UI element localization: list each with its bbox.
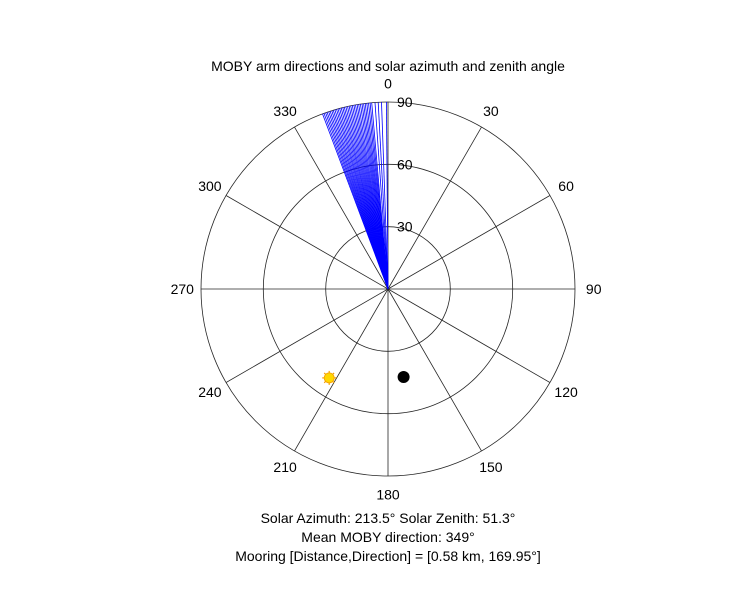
polar-grid [200,101,576,477]
spoke-210 [294,288,389,452]
arm-line [377,102,389,290]
axis-labels: 0 30 60 90 120 150 180 210 240 270 300 330 30 60 90 [171,75,602,502]
arm-line [374,102,389,290]
r-tick-label: 60 [397,156,413,172]
theta-tick-label: 240 [198,384,222,400]
theta-tick-label: 180 [376,487,400,503]
theta-tick-label: 0 [384,75,392,91]
moby-direction-caption: Mean MOBY direction: 349° [301,529,475,545]
spoke-330 [294,126,389,290]
theta-tick-label: 60 [558,178,574,194]
arm-line [386,101,389,290]
arm-line [371,102,389,290]
spoke-240 [225,288,389,383]
theta-tick-label: 120 [554,384,578,400]
mooring-caption: Mooring [Distance,Direction] = [0.58 km,… [235,548,541,564]
spoke-300 [225,195,389,290]
spoke-150 [387,288,482,452]
r-tick-label: 30 [397,219,413,235]
theta-tick-label: 330 [273,103,297,119]
r-tick-label: 90 [397,94,413,110]
mooring-marker [397,371,410,383]
markers [322,370,410,385]
theta-tick-label: 210 [273,459,297,475]
ring-30 [325,226,451,352]
spoke-120 [387,288,551,383]
ring-90 [200,101,576,477]
spoke-30 [387,126,482,290]
theta-tick-label: 300 [198,178,222,194]
theta-tick-label: 30 [483,103,499,119]
chart-title: MOBY arm directions and solar azimuth an… [211,58,565,74]
arm-line [381,102,389,290]
sun-disc [323,372,335,384]
moby-arm-lines [322,101,389,290]
solar-caption: Solar Azimuth: 213.5° Solar Zenith: 51.3… [260,510,516,526]
sun-marker [322,370,337,385]
theta-tick-label: 90 [586,281,602,297]
spoke-60 [387,195,551,290]
theta-tick-label: 270 [171,281,195,297]
ring-60 [262,163,514,415]
theta-tick-label: 150 [479,459,503,475]
